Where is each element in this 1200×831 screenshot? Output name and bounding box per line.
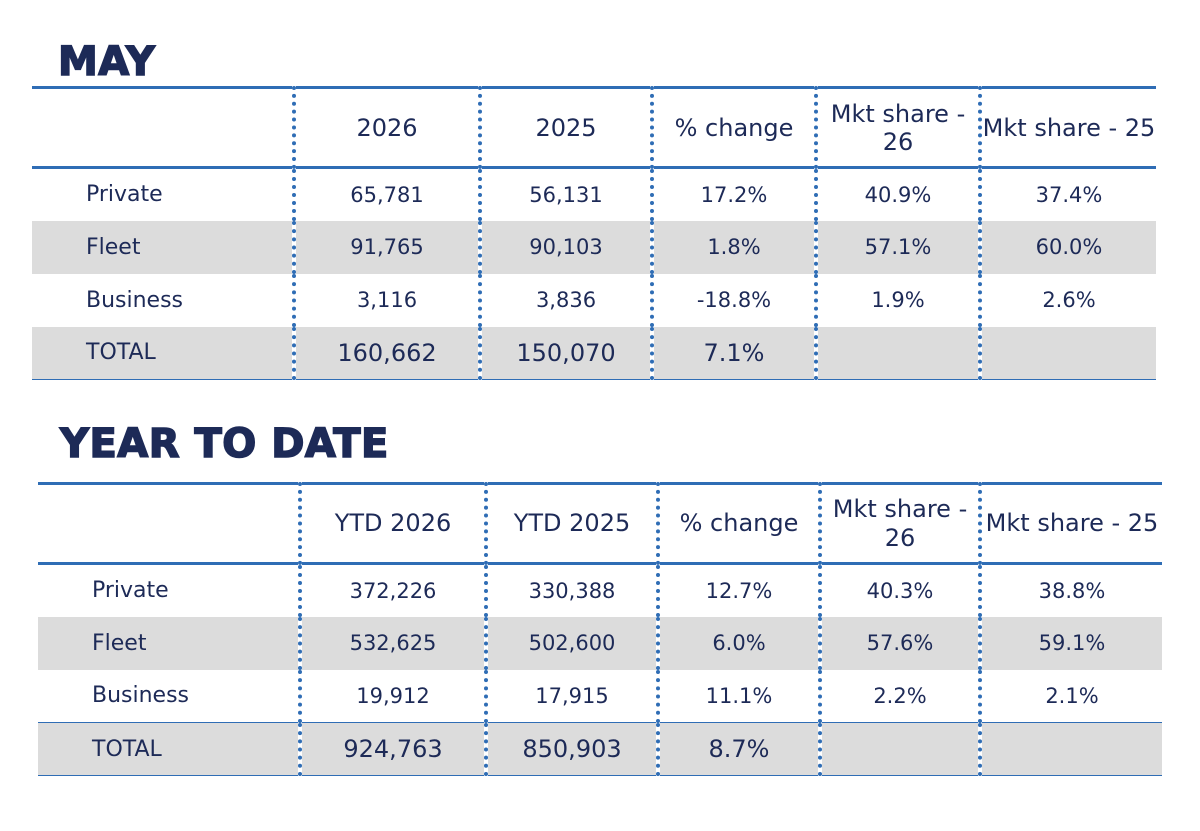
ytd-title: YEAR TO DATE xyxy=(59,421,389,467)
may-title: MAY xyxy=(57,39,156,85)
ytd-cell: 372,226 xyxy=(298,563,486,617)
may-row-fleet: Fleet 91,765 90,103 1.8% 57.1% 60.0% xyxy=(32,220,1156,274)
ytd-header-mkt-share-25: Mkt share - 25 xyxy=(978,483,1162,564)
may-row-label: TOTAL xyxy=(32,326,294,380)
ytd-cell: 57.6% xyxy=(818,616,980,670)
may-header-pct-change: % change xyxy=(650,87,816,168)
ytd-header-row: YTD 2026 YTD 2025 % change Mkt share - 2… xyxy=(38,483,1162,564)
may-cell: 40.9% xyxy=(814,167,980,221)
may-cell: 91,765 xyxy=(292,220,480,274)
may-cell: -18.8% xyxy=(650,273,816,327)
ytd-cell xyxy=(818,722,980,776)
ytd-cell xyxy=(978,722,1162,776)
may-cell xyxy=(814,326,980,380)
may-header-2026: 2026 xyxy=(292,87,480,168)
may-cell: 1.8% xyxy=(650,220,816,274)
ytd-cell: 6.0% xyxy=(656,616,820,670)
may-header-mkt-share-25: Mkt share - 25 xyxy=(978,87,1156,168)
ytd-cell: 12.7% xyxy=(656,563,820,617)
ytd-cell: 2.2% xyxy=(818,669,980,723)
ytd-header-2026: YTD 2026 xyxy=(298,483,486,564)
ytd-row-private: Private 372,226 330,388 12.7% 40.3% 38.8… xyxy=(38,563,1162,617)
ytd-cell: 532,625 xyxy=(298,616,486,670)
ytd-cell: 850,903 xyxy=(484,722,658,776)
ytd-header-label xyxy=(38,484,300,564)
may-cell: 56,131 xyxy=(478,167,652,221)
ytd-cell: 330,388 xyxy=(484,563,658,617)
may-header-label xyxy=(32,88,294,168)
may-cell: 7.1% xyxy=(650,326,816,380)
may-cell: 60.0% xyxy=(978,220,1156,274)
ytd-cell: 17,915 xyxy=(484,669,658,723)
ytd-row-fleet: Fleet 532,625 502,600 6.0% 57.6% 59.1% xyxy=(38,616,1162,670)
ytd-cell: 11.1% xyxy=(656,669,820,723)
may-cell: 1.9% xyxy=(814,273,980,327)
ytd-table: YTD 2026 YTD 2025 % change Mkt share - 2… xyxy=(38,482,1162,776)
ytd-row-business: Business 19,912 17,915 11.1% 2.2% 2.1% xyxy=(38,669,1162,723)
may-cell: 37.4% xyxy=(978,167,1156,221)
ytd-header-2025: YTD 2025 xyxy=(484,483,658,564)
ytd-header-mkt-share-26: Mkt share - 26 xyxy=(818,483,980,564)
may-cell: 90,103 xyxy=(478,220,652,274)
may-row-label: Business xyxy=(86,287,184,313)
ytd-cell: 502,600 xyxy=(484,616,658,670)
ytd-row-total: TOTAL 924,763 850,903 8.7% xyxy=(38,722,1162,776)
ytd-cell: 924,763 xyxy=(298,722,486,776)
may-row-label: Private xyxy=(86,182,163,208)
ytd-cell: 2.1% xyxy=(978,669,1162,723)
ytd-cell: 8.7% xyxy=(656,722,820,776)
may-cell: 150,070 xyxy=(478,326,652,380)
may-cell: 17.2% xyxy=(650,167,816,221)
may-row-total: TOTAL 160,662 150,070 7.1% xyxy=(32,326,1156,380)
may-cell: 160,662 xyxy=(292,326,480,380)
may-cell: 65,781 xyxy=(292,167,480,221)
may-cell: 3,116 xyxy=(292,273,480,327)
may-header-2025: 2025 xyxy=(478,87,652,168)
ytd-header-pct-change: % change xyxy=(656,483,820,564)
ytd-cell: 40.3% xyxy=(818,563,980,617)
may-row-label: Fleet xyxy=(32,220,294,274)
ytd-cell: 38.8% xyxy=(978,563,1162,617)
ytd-row-label: Private xyxy=(92,578,169,604)
may-table: 2026 2025 % change Mkt share - 26 Mkt sh… xyxy=(32,86,1156,380)
may-header-row: 2026 2025 % change Mkt share - 26 Mkt sh… xyxy=(32,87,1156,168)
ytd-row-label: Business xyxy=(92,683,190,709)
may-cell xyxy=(978,326,1156,380)
may-row-business: Business 3,116 3,836 -18.8% 1.9% 2.6% xyxy=(32,273,1156,327)
may-row-private: Private 65,781 56,131 17.2% 40.9% 37.4% xyxy=(32,167,1156,221)
may-cell: 2.6% xyxy=(978,273,1156,327)
ytd-row-label: TOTAL xyxy=(38,722,300,776)
may-cell: 3,836 xyxy=(478,273,652,327)
may-header-mkt-share-26: Mkt share - 26 xyxy=(814,87,980,168)
ytd-cell: 19,912 xyxy=(298,669,486,723)
ytd-row-label: Fleet xyxy=(38,616,300,670)
ytd-cell: 59.1% xyxy=(978,616,1162,670)
may-cell: 57.1% xyxy=(814,220,980,274)
